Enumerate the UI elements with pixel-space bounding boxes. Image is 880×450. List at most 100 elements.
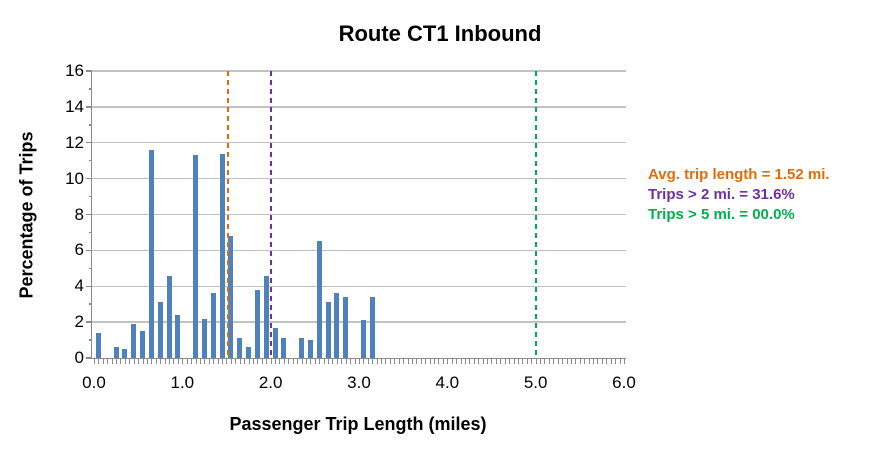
- x-axis-tick: [562, 358, 564, 364]
- x-axis-tick: [469, 358, 471, 364]
- x-axis-tick: [354, 358, 356, 364]
- x-axis-tick: [557, 358, 559, 364]
- x-axis-tick: [195, 358, 197, 364]
- x-axis-tick: [593, 358, 595, 364]
- y-axis-tick-label: 8: [74, 204, 84, 224]
- y-axis-tick: [86, 213, 92, 216]
- x-axis-tick: [199, 358, 201, 364]
- x-axis-tick: [116, 358, 118, 364]
- x-axis-tick: [138, 358, 140, 364]
- x-axis-tick: [429, 358, 431, 364]
- x-axis-tick: [597, 358, 599, 364]
- x-axis-tick: [447, 358, 449, 364]
- x-axis-tick: [314, 358, 316, 364]
- x-axis-tick: [350, 358, 352, 364]
- histogram-bar: [263, 275, 269, 358]
- x-axis-tick-label: 4.0: [435, 373, 460, 392]
- x-axis-tick: [548, 358, 550, 364]
- x-axis-tick: [381, 358, 383, 364]
- x-axis-tick: [535, 358, 537, 364]
- x-axis-tick: [606, 358, 608, 364]
- histogram-bar: [166, 275, 172, 358]
- x-axis-tick: [98, 358, 100, 364]
- histogram-bar: [334, 293, 340, 358]
- histogram-bar: [193, 155, 199, 358]
- x-axis-tick-label: 1.0: [170, 373, 195, 392]
- x-axis-tick: [403, 358, 405, 364]
- histogram-bar: [369, 297, 375, 358]
- y-axis-minor-tick: [89, 195, 92, 198]
- x-axis-tick: [411, 358, 413, 364]
- x-axis-tick: [407, 358, 409, 364]
- x-axis-tick: [376, 358, 378, 364]
- x-axis-tick-label: 6.0: [612, 373, 636, 392]
- x-axis-tick: [526, 358, 528, 364]
- x-axis-tick: [623, 358, 625, 364]
- x-axis-tick: [579, 358, 581, 364]
- x-axis-tick: [186, 358, 188, 364]
- y-axis-tick: [86, 106, 92, 108]
- x-axis-tick: [372, 358, 374, 364]
- x-axis-tick: [416, 358, 418, 364]
- x-axis-tick: [107, 358, 109, 364]
- x-axis-tick: [288, 358, 290, 364]
- x-axis-tick: [230, 358, 232, 364]
- x-axis-tick: [460, 358, 462, 364]
- x-axis-tick: [482, 358, 484, 364]
- x-axis-tick: [487, 358, 489, 364]
- x-axis-tick: [531, 358, 533, 364]
- x-axis-tick: [275, 358, 277, 364]
- x-axis-tick: [336, 358, 338, 364]
- reference-line: [227, 71, 230, 358]
- x-axis-tick: [129, 358, 131, 364]
- x-axis-tick: [283, 358, 285, 364]
- x-axis-tick: [341, 358, 343, 364]
- x-axis-tick: [191, 358, 193, 364]
- y-axis-tick: [86, 70, 92, 72]
- x-axis-tick: [451, 358, 453, 364]
- y-axis-minor-tick: [89, 159, 92, 162]
- x-axis-tick: [513, 358, 515, 364]
- y-axis-tick-label: 12: [65, 132, 84, 152]
- y-gridline: [92, 321, 626, 323]
- histogram-bar: [131, 323, 137, 358]
- histogram-bar: [325, 302, 331, 358]
- x-axis-tick: [398, 358, 400, 364]
- x-axis-tick: [222, 358, 224, 364]
- reference-line: [269, 71, 272, 358]
- x-axis-tick: [217, 358, 219, 364]
- x-axis-tick: [601, 358, 603, 364]
- plot-area: 0 2 4 6 8 10 12 14 16 0.0 1.0 2.0 3.0 4.0 5.0 6.0: [65, 61, 636, 392]
- x-axis-tick: [261, 358, 263, 364]
- histogram-bar: [157, 302, 163, 358]
- histogram-bar: [201, 318, 207, 358]
- x-axis-title: Passenger Trip Length (miles): [229, 414, 487, 434]
- x-axis-tick: [297, 358, 299, 364]
- x-axis-tick: [345, 358, 347, 364]
- x-axis-tick: [575, 358, 577, 364]
- annotation-label: Trips > 2 mi. = 31.6%: [648, 186, 795, 203]
- annotation-block: Avg. trip length = 1.52 mi. Trips > 2 mi.…: [648, 165, 830, 225]
- x-axis-tick: [226, 358, 228, 364]
- x-axis-tick: [244, 358, 246, 364]
- y-axis-tick: [86, 249, 92, 252]
- x-axis-tick-label: 3.0: [347, 373, 371, 392]
- x-axis-tick: [438, 358, 440, 364]
- histogram-bar: [219, 153, 225, 358]
- x-axis-tick: [182, 358, 184, 364]
- x-axis-tick: [204, 358, 206, 364]
- x-axis-tick: [124, 358, 126, 364]
- x-axis-tick: [332, 358, 334, 364]
- x-axis-tick: [522, 358, 524, 364]
- x-axis-tick: [566, 358, 568, 364]
- y-axis-tick-label: 2: [74, 312, 84, 332]
- x-axis-tick: [160, 358, 162, 364]
- histogram-bar: [113, 347, 119, 358]
- y-axis-tick-label: 16: [65, 61, 84, 80]
- x-axis-tick: [235, 358, 237, 364]
- x-axis-tick: [177, 358, 179, 364]
- x-axis-tick: [305, 358, 307, 364]
- x-axis-tick: [248, 358, 250, 364]
- x-axis-tick: [319, 358, 321, 364]
- histogram-bar: [299, 338, 305, 358]
